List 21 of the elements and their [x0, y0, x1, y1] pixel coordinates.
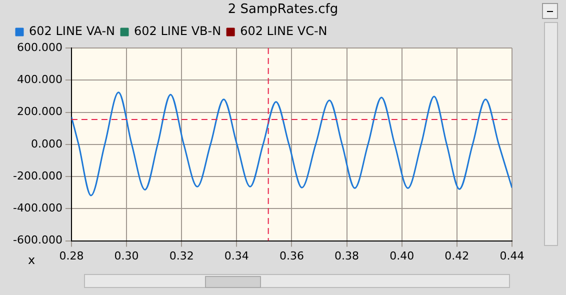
x-tick-label: 0.30 — [114, 249, 139, 262]
y-tick-label: -400.000 — [12, 202, 62, 215]
y-tick-label: 600.000 — [16, 40, 62, 54]
x-tick-label: 0.44 — [500, 249, 524, 262]
x-tick-label: 0.40 — [390, 249, 414, 262]
x-tick-label: 0.28 — [59, 249, 84, 262]
legend-label: 602 LINE VB-N — [134, 24, 222, 38]
x-tick-label: 0.32 — [169, 249, 194, 262]
y-tick-label: 200.000 — [16, 105, 62, 118]
x-tick-label: 0.34 — [224, 249, 249, 262]
y-tick-label: -600.000 — [12, 234, 62, 247]
chart-title: 2 SampRates.cfg — [226, 1, 340, 19]
x-tick-label: 0.42 — [444, 249, 470, 262]
x-tick-label: 0.38 — [334, 249, 360, 262]
legend-label: 602 LINE VA-N — [29, 24, 116, 38]
x-tick-label: 0.36 — [279, 249, 304, 262]
y-tick-label: 0.000 — [30, 137, 62, 150]
y-tick-label: -200.000 — [12, 169, 62, 182]
y-tick-label: 400.000 — [16, 72, 62, 86]
x-axis-title: x — [28, 252, 36, 267]
legend-label: 602 LINE VC-N — [240, 24, 328, 38]
